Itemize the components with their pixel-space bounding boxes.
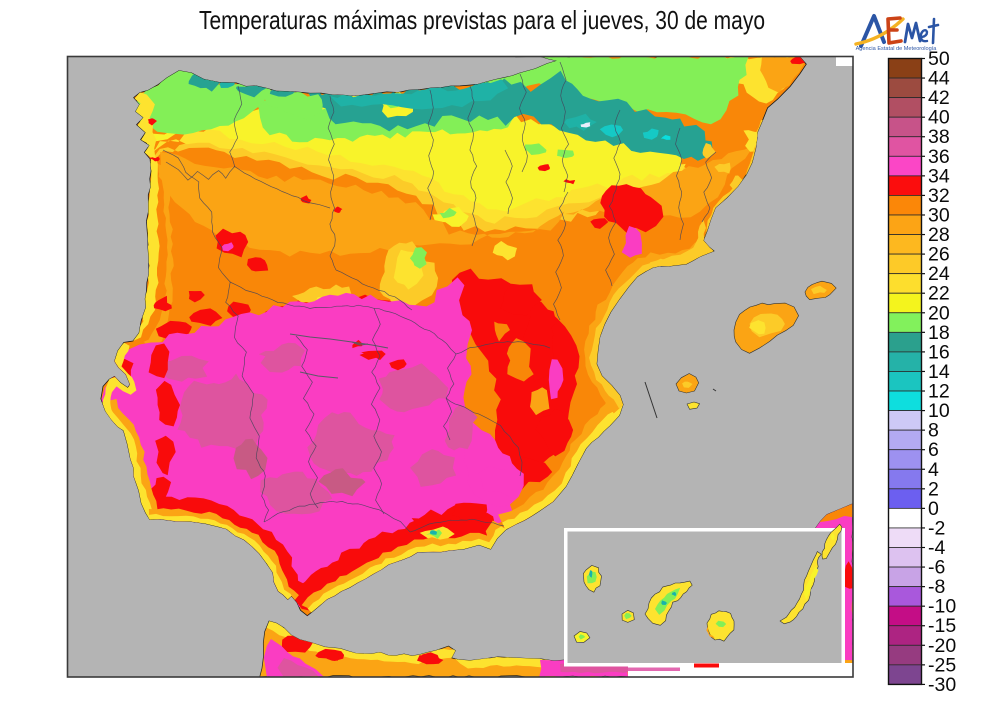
svg-text:20: 20 bbox=[928, 302, 950, 324]
svg-text:14: 14 bbox=[928, 361, 950, 383]
svg-text:-25: -25 bbox=[928, 654, 956, 676]
svg-text:24: 24 bbox=[928, 263, 950, 285]
svg-text:38: 38 bbox=[928, 126, 950, 148]
svg-text:44: 44 bbox=[928, 68, 950, 90]
svg-text:26: 26 bbox=[928, 244, 950, 266]
svg-text:12: 12 bbox=[928, 381, 950, 403]
svg-text:2: 2 bbox=[928, 478, 939, 500]
svg-text:34: 34 bbox=[928, 165, 950, 187]
svg-text:-15: -15 bbox=[928, 615, 956, 637]
svg-text:Temperaturas máximas previstas: Temperaturas máximas previstas para el j… bbox=[199, 5, 765, 35]
svg-text:-10: -10 bbox=[928, 596, 956, 618]
svg-text:30: 30 bbox=[928, 204, 950, 226]
svg-text:-8: -8 bbox=[928, 576, 945, 598]
svg-text:6: 6 bbox=[928, 439, 939, 461]
svg-text:32: 32 bbox=[928, 185, 950, 207]
svg-text:4: 4 bbox=[928, 459, 939, 481]
svg-text:-30: -30 bbox=[928, 674, 956, 696]
svg-text:42: 42 bbox=[928, 87, 950, 109]
svg-text:16: 16 bbox=[928, 341, 950, 363]
svg-text:8: 8 bbox=[928, 420, 939, 442]
svg-text:40: 40 bbox=[928, 107, 950, 129]
svg-text:0: 0 bbox=[928, 498, 939, 520]
svg-text:50: 50 bbox=[928, 48, 950, 70]
svg-text:36: 36 bbox=[928, 146, 950, 168]
svg-text:-4: -4 bbox=[928, 537, 945, 559]
svg-text:-2: -2 bbox=[928, 517, 945, 539]
svg-text:22: 22 bbox=[928, 283, 950, 305]
svg-text:28: 28 bbox=[928, 224, 950, 246]
svg-text:-6: -6 bbox=[928, 557, 945, 579]
svg-text:10: 10 bbox=[928, 400, 950, 422]
svg-text:18: 18 bbox=[928, 322, 950, 344]
svg-text:-20: -20 bbox=[928, 635, 956, 657]
svg-text:Agencia Estatal de Meteorologí: Agencia Estatal de Meteorología bbox=[856, 46, 938, 52]
